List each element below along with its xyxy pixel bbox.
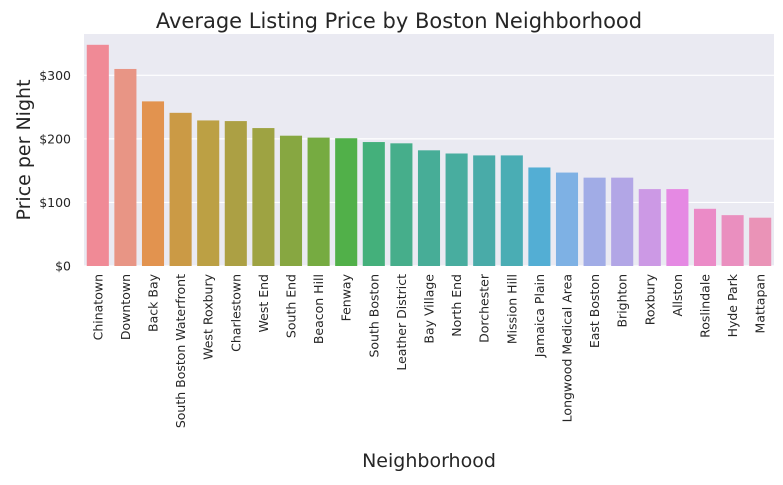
y-axis-label: Price per Night (13, 79, 35, 220)
bar-south-boston (362, 142, 385, 266)
bar-roslindale (693, 208, 717, 266)
x-tick-label: Mattapan (753, 274, 768, 333)
x-tick-label: Back Bay (146, 273, 161, 332)
y-tick-label: $300 (39, 68, 71, 83)
bar-charlestown (224, 121, 247, 266)
bar-bay-village (417, 150, 441, 266)
bar-west-roxbury (197, 120, 220, 266)
bar-fenway (335, 138, 358, 266)
bar-jamaica-plain (528, 167, 551, 266)
x-tick-label: Beacon Hill (311, 274, 326, 344)
x-tick-label: Charlestown (228, 274, 243, 352)
x-tick-label: Downtown (118, 274, 133, 340)
y-tick-label: $200 (39, 131, 71, 146)
x-axis-ticks: Chinatown Downtown Back Bay South Boston Wa… (90, 273, 767, 428)
x-tick-label: Leather District (394, 274, 409, 371)
y-tick-label: $100 (39, 195, 71, 210)
x-tick-label: South Boston (366, 274, 381, 358)
x-tick-label: Bay Village (422, 274, 437, 344)
bar-south-end (279, 135, 303, 266)
y-tick-label: $0 (55, 259, 71, 274)
bar-chinatown (86, 44, 109, 266)
x-tick-label: Brighton (615, 274, 630, 328)
bar-back-bay (141, 101, 165, 267)
x-tick-label: West Roxbury (201, 273, 216, 359)
x-tick-label: Chinatown (90, 274, 105, 340)
bar-east-boston (583, 177, 606, 266)
x-tick-label: Longwood Medical Area (560, 274, 575, 422)
bar-mission-hill (500, 155, 523, 266)
x-tick-label: Hyde Park (725, 273, 740, 337)
chart-title: Average Listing Price by Boston Neighbor… (156, 9, 642, 33)
x-tick-label: South End (284, 274, 299, 338)
bar-dorchester (473, 155, 496, 266)
bar-brighton (611, 177, 634, 266)
bar-south-boston-waterfront (169, 112, 192, 266)
x-tick-label: West End (256, 274, 271, 332)
x-tick-label: South Boston Waterfront (173, 274, 188, 428)
x-tick-label: East Boston (587, 274, 602, 348)
bar-allston (666, 189, 689, 266)
x-tick-label: North End (449, 274, 464, 337)
x-tick-label: Roxbury (642, 273, 657, 325)
x-tick-label: Dorchester (477, 273, 492, 343)
bar-mattapan (749, 217, 772, 266)
bar-leather-district (390, 143, 413, 266)
x-axis-label: Neighborhood (362, 450, 496, 472)
x-tick-label: Allston (670, 274, 685, 316)
x-tick-label: Roslindale (698, 274, 713, 338)
bar-hyde-park (721, 215, 744, 266)
x-tick-label: Fenway (339, 273, 354, 321)
y-axis-ticks: $0 $100 $200 $300 (39, 68, 71, 274)
x-tick-label: Jamaica Plain (532, 274, 547, 358)
bar-west-end (252, 128, 275, 266)
x-tick-label: Mission Hill (504, 274, 519, 344)
bar-downtown (114, 68, 137, 267)
bar-north-end (445, 153, 468, 266)
bar-longwood-medical-area (555, 172, 579, 266)
bar-roxbury (638, 189, 661, 266)
bar-beacon-hill (307, 137, 330, 266)
bars (86, 44, 772, 267)
